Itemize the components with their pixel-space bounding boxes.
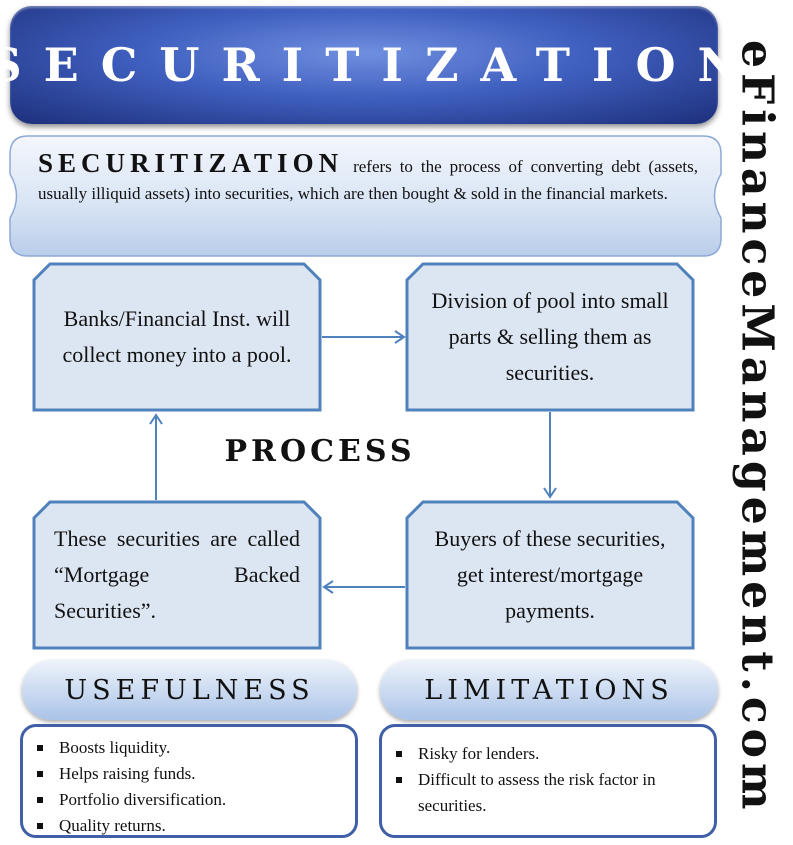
brand-watermark: eFinanceManagement.com [724,40,790,815]
step-text: These securities are called “Mortgage Ba… [54,526,300,623]
limitations-list: Risky for lenders. Difficult to assess t… [379,724,717,838]
definition-box: SECURITIZATION refers to the process of c… [8,134,723,258]
step-shape [405,262,695,412]
usefulness-heading: USEFULNESS [22,660,357,720]
step-shape [32,500,322,650]
brand-text: eFinanceManagement.com [731,40,783,815]
arrow-up-head [149,413,163,425]
list-item: Portfolio diversification. [33,787,345,813]
process-step-divide: Division of pool into small parts & sell… [405,262,695,412]
usefulness-title: USEFULNESS [64,674,315,706]
step-text: Division of pool into small parts & sell… [431,288,669,385]
page-title: SECURITIZATION [0,38,762,92]
definition-term: SECURITIZATION [38,148,344,178]
limitations-heading: LIMITATIONS [380,660,718,720]
usefulness-list: Boosts liquidity. Helps raising funds. P… [20,724,358,838]
arrow-left-head [322,580,334,594]
list-item: Difficult to assess the risk factor in s… [392,767,704,819]
process-step-mbs: These securities are called “Mortgage Ba… [32,500,322,650]
step-shape [32,262,322,412]
definition-body: refers to the process of converting debt… [38,157,698,203]
step-text: Banks/Financial Inst. will collect money… [62,306,292,367]
process-step-buyers: Buyers of these securities, get interest… [405,500,695,650]
title-banner: SECURITIZATION [0,6,740,124]
list-item: Boosts liquidity. [33,735,345,761]
definition-text: SECURITIZATION refers to the process of c… [38,150,698,207]
process-step-collect: Banks/Financial Inst. will collect money… [32,262,322,412]
limitations-title: LIMITATIONS [424,674,674,706]
definition-shape [9,135,722,257]
list-item: Helps raising funds. [33,761,345,787]
arrow-down-head [543,487,557,499]
step-shape [405,500,695,650]
step-text: Buyers of these securities, get interest… [434,526,666,623]
list-item: Quality returns. [33,813,345,839]
process-label: PROCESS [224,434,416,469]
arrow-right-head [394,330,406,344]
list-item: Risky for lenders. [392,741,704,767]
